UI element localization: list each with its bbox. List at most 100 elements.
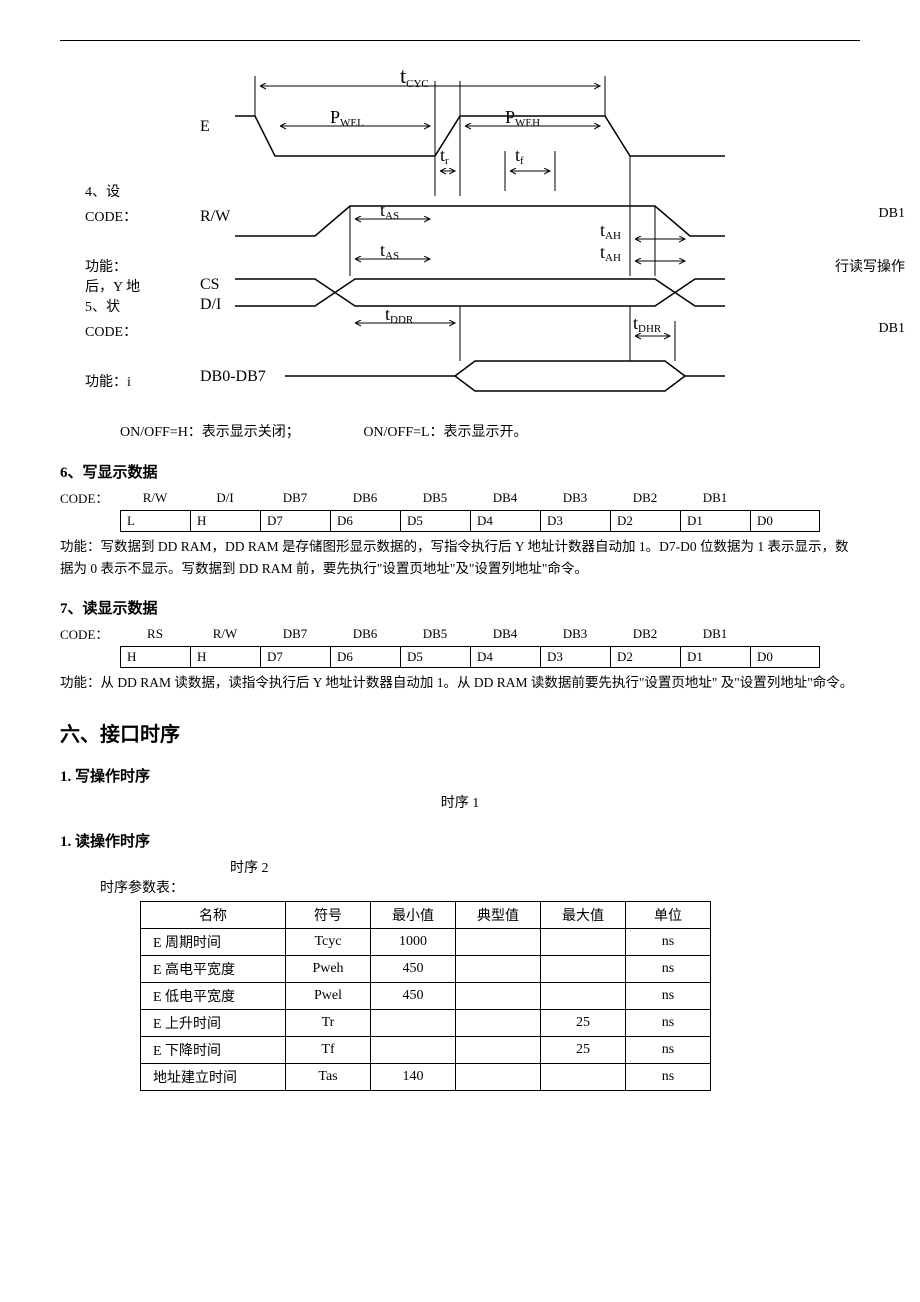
hdr-cell: DB6 — [330, 624, 400, 644]
svg-text:PWEH: PWEH — [505, 107, 540, 129]
section6-func: 功能：写数据到 DD RAM，DD RAM 是存储图形显示数据的，写指令执行后 … — [60, 536, 860, 579]
hdr-cell: DB1 — [680, 488, 750, 508]
td — [371, 1009, 456, 1036]
td — [456, 928, 541, 955]
svg-text:R/W: R/W — [200, 208, 231, 225]
td: E 上升时间 — [141, 1009, 286, 1036]
td — [371, 1036, 456, 1063]
td: ns — [626, 1036, 711, 1063]
td: ns — [626, 1009, 711, 1036]
td: Tcyc — [286, 928, 371, 955]
td: 450 — [371, 955, 456, 982]
hdr-cell: DB4 — [470, 488, 540, 508]
hdr-cell: DB1 — [680, 624, 750, 644]
section6-code-row: CODE： R/W D/I DB7 DB6 DB5 DB4 DB3 DB2 DB… — [60, 488, 860, 508]
td: E 低电平宽度 — [141, 982, 286, 1009]
side-text-func2: 功能：i — [85, 371, 131, 391]
seq1-label: 时序 1 — [60, 792, 860, 812]
read-timing-heading: 1. 读操作时序 — [60, 830, 860, 851]
val-cell: D4 — [470, 510, 540, 532]
hdr-cell: DB5 — [400, 624, 470, 644]
hdr-cell: DB3 — [540, 488, 610, 508]
th-typ: 典型值 — [456, 901, 541, 928]
svg-text:PWEL: PWEL — [330, 107, 364, 129]
val-cell: H — [120, 646, 190, 668]
hdr-cell: DB7 — [260, 488, 330, 508]
td — [456, 982, 541, 1009]
hdr-cell: RS — [120, 624, 190, 644]
hdr-cell: D/I — [190, 488, 260, 508]
timing-svg: .sig { stroke:#000; stroke-width:1.5; fi… — [185, 61, 735, 401]
svg-text:tAS: tAS — [380, 240, 399, 262]
svg-text:tCYC: tCYC — [400, 63, 429, 90]
val-cell: D0 — [750, 646, 820, 668]
td — [541, 1063, 626, 1090]
th-max: 最大值 — [541, 901, 626, 928]
side-text-code1: CODE： — [85, 206, 137, 226]
td: Tf — [286, 1036, 371, 1063]
param-table-header-row: 名称 符号 最小值 典型值 最大值 单位 — [141, 901, 711, 928]
td: 140 — [371, 1063, 456, 1090]
hdr-cell: DB2 — [610, 624, 680, 644]
td: Tas — [286, 1063, 371, 1090]
onoff-l: ON/OFF=L：表示显示开。 — [363, 421, 527, 441]
val-cell: D4 — [470, 646, 540, 668]
val-cell: D2 — [610, 646, 680, 668]
hdr-cell: DB2 — [610, 488, 680, 508]
hdr-cell: DB5 — [400, 488, 470, 508]
td: 地址建立时间 — [141, 1063, 286, 1090]
svg-text:tDDR: tDDR — [385, 304, 414, 326]
side-text-4: 4、设 — [85, 181, 120, 201]
val-cell: D0 — [750, 510, 820, 532]
section7-code-row: CODE： RS R/W DB7 DB6 DB5 DB4 DB3 DB2 DB1 — [60, 624, 860, 644]
section6-headers: R/W D/I DB7 DB6 DB5 DB4 DB3 DB2 DB1 — [120, 488, 750, 508]
td: ns — [626, 928, 711, 955]
hdr-cell: DB6 — [330, 488, 400, 508]
section7-heading: 7、读显示数据 — [60, 597, 860, 618]
seq2-label: 时序 2 — [230, 857, 860, 877]
side-text-db1a: DB1 — [879, 206, 905, 222]
val-cell: D7 — [260, 510, 330, 532]
val-cell: D1 — [680, 646, 750, 668]
hdr-cell: R/W — [120, 488, 190, 508]
hdr-cell: R/W — [190, 624, 260, 644]
td — [456, 1009, 541, 1036]
code-label: CODE： — [60, 488, 120, 507]
onoff-h: ON/OFF=H：表示显示关闭； — [120, 421, 300, 441]
section6-values: L H D7 D6 D5 D4 D3 D2 D1 D0 — [120, 510, 860, 532]
val-cell: D6 — [330, 646, 400, 668]
svg-text:tAH: tAH — [600, 242, 621, 264]
svg-text:tf: tf — [515, 145, 524, 167]
section7-func: 功能：从 DD RAM 读数据，读指令执行后 Y 地址计数器自动加 1。从 DD… — [60, 672, 860, 694]
section7-headers: RS R/W DB7 DB6 DB5 DB4 DB3 DB2 DB1 — [120, 624, 750, 644]
table-row: E 周期时间 Tcyc 1000 ns — [141, 928, 711, 955]
svg-text:tr: tr — [440, 145, 449, 167]
svg-text:tDHR: tDHR — [633, 313, 662, 335]
hdr-cell: DB4 — [470, 624, 540, 644]
val-cell: D3 — [540, 510, 610, 532]
td — [456, 955, 541, 982]
param-table: 名称 符号 最小值 典型值 最大值 单位 E 周期时间 Tcyc 1000 ns… — [140, 901, 711, 1091]
hdr-cell: DB3 — [540, 624, 610, 644]
td: Tr — [286, 1009, 371, 1036]
code-label: CODE： — [60, 624, 120, 643]
td: E 高电平宽度 — [141, 955, 286, 982]
val-cell: D1 — [680, 510, 750, 532]
hdr-cell: DB7 — [260, 624, 330, 644]
td: 1000 — [371, 928, 456, 955]
table-row: E 下降时间 Tf 25 ns — [141, 1036, 711, 1063]
svg-text:CS: CS — [200, 276, 220, 293]
td — [541, 928, 626, 955]
th-sym: 符号 — [286, 901, 371, 928]
td: ns — [626, 955, 711, 982]
val-cell: D2 — [610, 510, 680, 532]
onoff-line: ON/OFF=H：表示显示关闭； ON/OFF=L：表示显示开。 — [120, 421, 860, 441]
val-cell: D5 — [400, 510, 470, 532]
val-cell: L — [120, 510, 190, 532]
table-row: E 低电平宽度 Pwel 450 ns — [141, 982, 711, 1009]
section6-heading: 6、写显示数据 — [60, 461, 860, 482]
td — [541, 955, 626, 982]
svg-text:tAH: tAH — [600, 220, 621, 242]
th-unit: 单位 — [626, 901, 711, 928]
val-cell: H — [190, 510, 260, 532]
